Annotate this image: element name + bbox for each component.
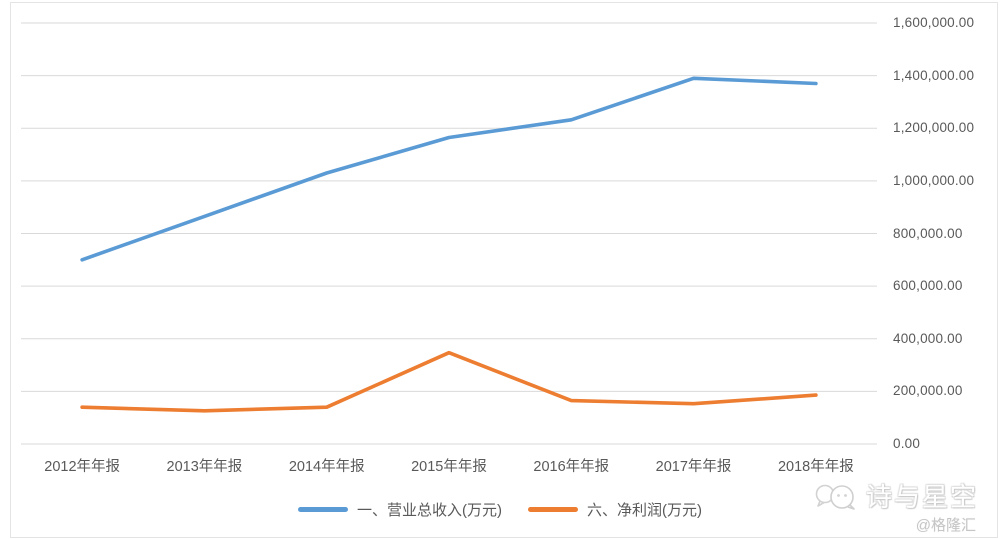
y-axis-label: 1,600,000.00 (893, 15, 975, 30)
legend-swatch (528, 507, 578, 512)
x-axis-label: 2014年年报 (288, 459, 365, 475)
y-axis-label: 1,000,000.00 (893, 172, 975, 188)
chart-legend: 一、营业总收入(万元) 六、净利润(万元) (0, 499, 1000, 520)
legend-item: 六、净利润(万元) (528, 499, 702, 520)
chart-frame (10, 2, 998, 538)
legend-label: 一、营业总收入(万元) (357, 502, 502, 519)
y-axis-label: 1,400,000.00 (893, 67, 975, 83)
watermark-credit: @格隆汇 (915, 517, 976, 534)
legend-swatch (298, 507, 348, 512)
x-axis-label: 2015年年报 (411, 459, 487, 475)
x-axis-label: 2018年年报 (777, 459, 854, 475)
x-axis-label: 2016年年报 (533, 459, 610, 475)
y-axis-label: 800,000.00 (893, 225, 963, 241)
y-axis-label: 600,000.00 (893, 278, 963, 294)
y-axis-label: 400,000.00 (893, 330, 963, 346)
legend-label: 六、净利润(万元) (587, 502, 702, 519)
series-line (80, 350, 818, 413)
chat-bubbles-icon (815, 484, 855, 510)
x-axis-label: 2013年年报 (166, 459, 243, 475)
watermark-brand: 诗与星空 (865, 482, 978, 512)
watermark: 诗与星空 @格隆汇 (814, 482, 978, 535)
legend-item: 一、营业总收入(万元) (298, 499, 502, 520)
y-axis-label: 1,200,000.00 (893, 120, 975, 136)
x-axis-label: 2012年年报 (44, 459, 121, 475)
x-axis-label: 2017年年报 (655, 459, 732, 475)
y-axis-label: 200,000.00 (893, 383, 963, 399)
series-line (80, 76, 818, 262)
y-axis-label: 0.00 (893, 436, 921, 451)
